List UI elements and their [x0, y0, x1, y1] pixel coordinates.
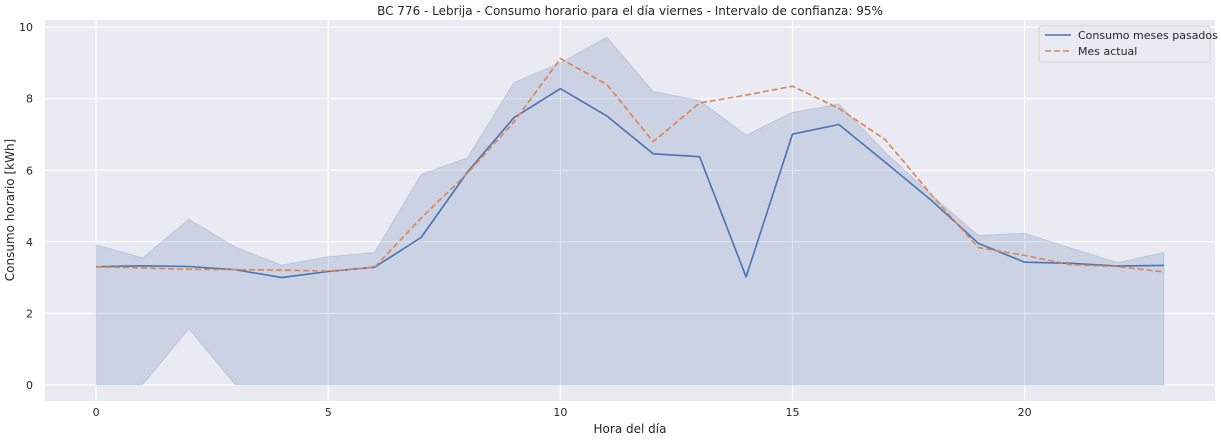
legend-label-current: Mes actual [1078, 45, 1137, 58]
x-axis-label: Hora del día [594, 422, 667, 436]
x-tick-label: 0 [93, 406, 100, 419]
y-tick-label: 0 [26, 379, 33, 392]
legend-box [1038, 25, 1211, 63]
x-tick-label: 20 [1018, 406, 1032, 419]
chart-title: BC 776 - Lebrija - Consumo horario para … [377, 4, 883, 18]
series-line-current [96, 57, 1164, 273]
plot-area [45, 20, 1215, 401]
legend-label-past: Consumo meses pasados [1078, 29, 1218, 42]
series-lines [96, 57, 1164, 279]
grid [45, 20, 1215, 401]
tick-labels: 0 5 10 15 20 0 2 4 6 8 10 [19, 21, 1032, 419]
x-tick-label: 10 [553, 406, 567, 419]
legend: Consumo meses pasados Mes actual [1038, 25, 1218, 63]
y-axis-label: Consumo horario [kWh] [3, 139, 17, 281]
x-tick-label: 15 [786, 406, 800, 419]
x-tick-label: 5 [325, 406, 332, 419]
series-line-past [96, 87, 1164, 279]
y-tick-label: 2 [26, 307, 33, 320]
y-tick-label: 10 [19, 21, 33, 34]
y-tick-label: 8 [26, 93, 33, 106]
confidence-band [95, 36, 1165, 386]
y-tick-label: 6 [26, 164, 33, 177]
y-tick-label: 4 [26, 236, 33, 249]
